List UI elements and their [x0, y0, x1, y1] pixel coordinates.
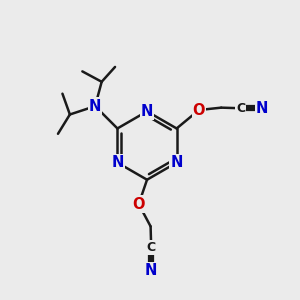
Text: O: O — [193, 103, 205, 118]
Text: O: O — [133, 196, 145, 211]
Text: N: N — [89, 99, 101, 114]
Text: N: N — [145, 263, 158, 278]
Text: N: N — [256, 101, 268, 116]
Text: N: N — [141, 104, 153, 119]
Text: N: N — [170, 155, 183, 170]
Text: N: N — [111, 155, 124, 170]
Text: C: C — [236, 102, 245, 115]
Text: C: C — [147, 241, 156, 254]
